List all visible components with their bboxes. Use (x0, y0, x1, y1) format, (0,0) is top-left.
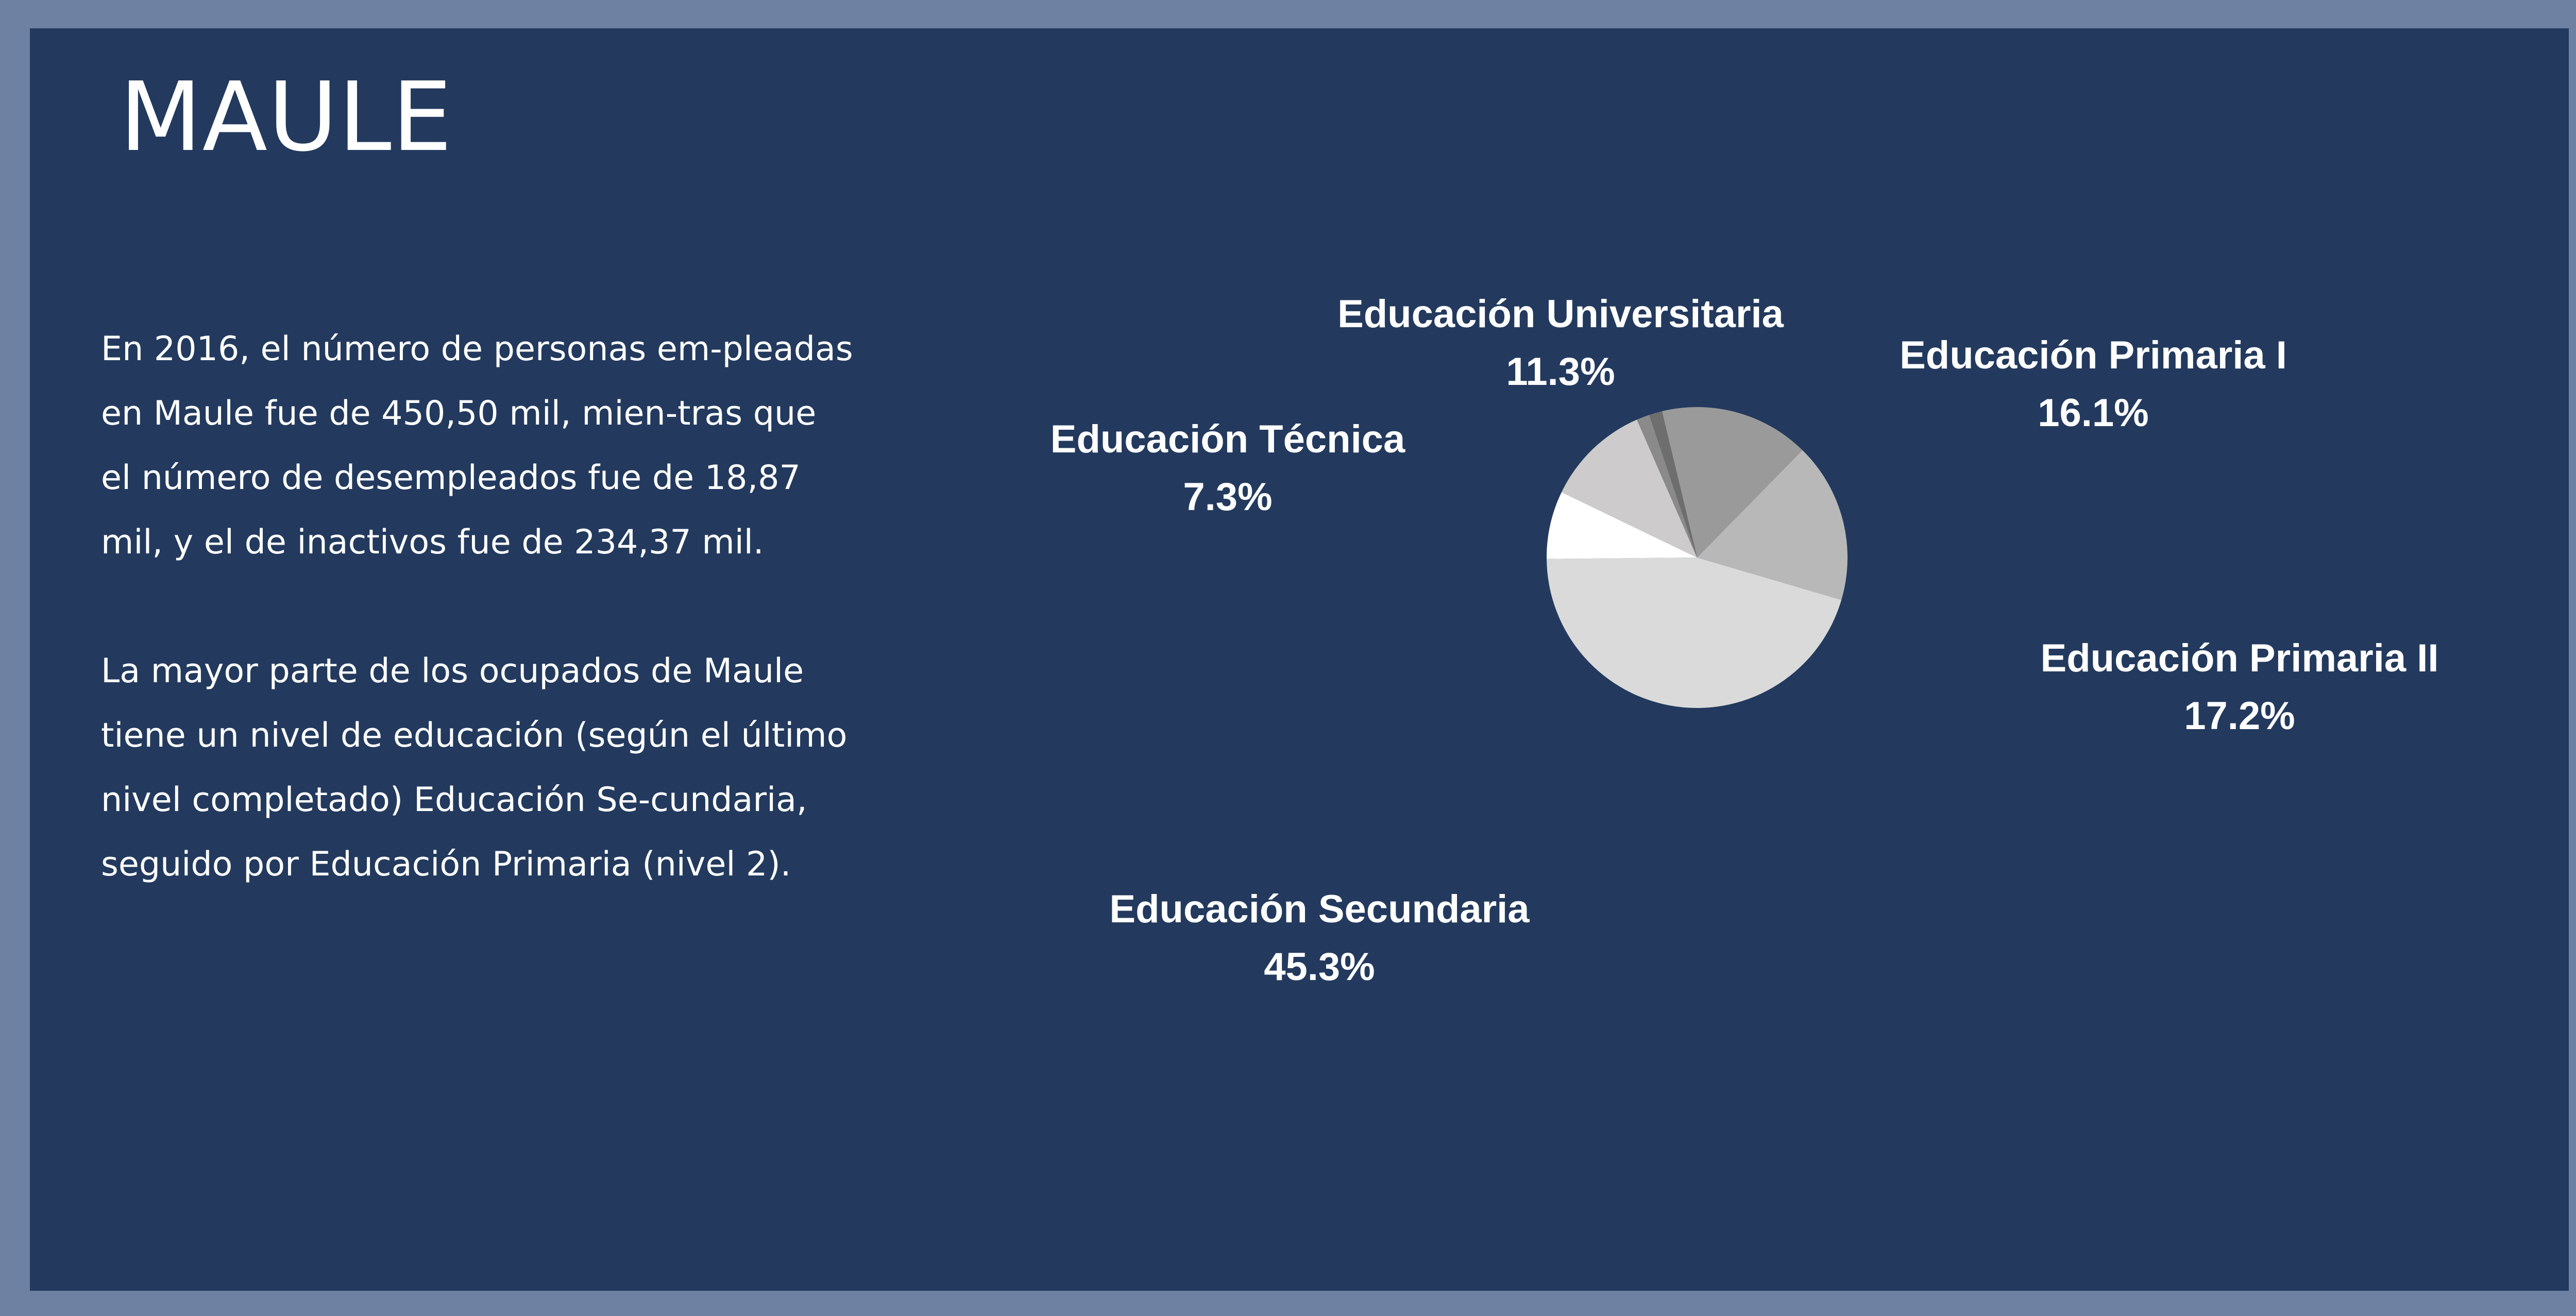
pie-slice-3 (1547, 558, 1842, 708)
pie-slice-2 (1697, 450, 1848, 600)
paragraph-education: La mayor parte de los ocupados de Maule … (101, 652, 848, 884)
main-panel: MAULE En 2016, el número de personas em-… (30, 28, 2569, 1291)
slice-value-2: 17.2% (2184, 694, 2295, 738)
pie-slice-7 (1649, 411, 1697, 558)
slice-value-4: 7.3% (1183, 475, 1272, 519)
slice-label-1: Educación Primaria I (1900, 333, 2287, 377)
slice-label-2: Educación Primaria II (2041, 636, 2439, 680)
description-text: En 2016, el número de personas em-pleada… (101, 317, 853, 897)
pie-slice-5 (1561, 419, 1697, 558)
slice-label-5: Educación Universitaria (1337, 292, 1784, 336)
pie-slice-1 (1662, 407, 1803, 558)
page-title: MAULE (120, 61, 453, 173)
paragraph-employment: En 2016, el número de personas em-pleada… (101, 330, 853, 562)
slice-label-4: Educación Técnica (1050, 417, 1405, 461)
pie-slice-6 (1637, 415, 1697, 558)
slice-label-3: Educación Secundaria (1109, 887, 1530, 931)
slice-value-5: 11.3% (1506, 350, 1615, 394)
pie-slice-4 (1547, 492, 1697, 559)
education-pie-chart: Educación Primaria I 16.1% Educación Prima… (1050, 292, 2439, 989)
slice-value-1: 16.1% (2038, 391, 2149, 435)
slice-value-3: 45.3% (1264, 945, 1375, 989)
